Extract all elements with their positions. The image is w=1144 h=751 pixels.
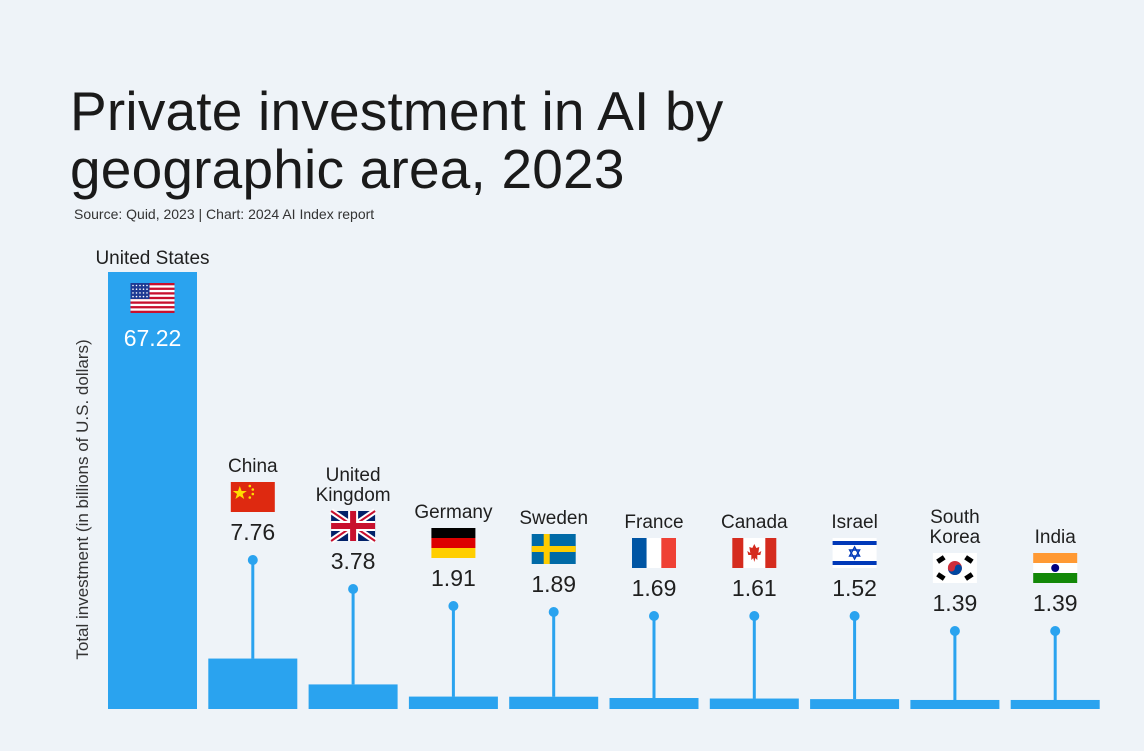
value-label: 3.78 <box>331 548 376 574</box>
sweden-flag-icon <box>531 534 576 564</box>
category-label: China <box>228 456 278 477</box>
south-korea-flag-icon <box>932 553 977 583</box>
value-label: 7.76 <box>230 519 275 545</box>
value-label: 1.39 <box>1033 590 1078 616</box>
title-line-1: Private investment in AI by <box>70 80 724 142</box>
bar <box>810 699 900 709</box>
connector-dot <box>649 611 659 621</box>
bar <box>509 696 599 709</box>
bar <box>1010 699 1100 709</box>
category-label: France <box>624 512 683 533</box>
category-label: Korea <box>930 527 981 548</box>
france-flag-icon <box>632 538 676 568</box>
category-label: Germany <box>414 502 493 523</box>
canada-flag-icon <box>732 538 777 568</box>
israel-flag-icon <box>832 538 877 568</box>
value-label: 1.39 <box>933 590 978 616</box>
title-line-2: geographic area, 2023 <box>70 138 625 200</box>
germany-flag-icon <box>431 528 476 558</box>
y-axis-label: Total investment (in billions of U.S. do… <box>73 339 92 659</box>
category-label: Kingdom <box>316 485 391 506</box>
uk-flag-icon <box>329 508 377 544</box>
connector-dot <box>1050 626 1061 636</box>
value-label: 1.69 <box>632 575 677 601</box>
bar <box>609 698 699 709</box>
chart-title: Private investment in AI by geographic a… <box>70 82 723 198</box>
value-label: 1.61 <box>732 575 777 601</box>
bar <box>108 272 197 709</box>
bar <box>208 658 298 709</box>
india-flag-icon <box>1033 553 1078 583</box>
category-label: South <box>930 507 980 528</box>
connector-dot <box>849 611 860 621</box>
bar <box>910 699 1000 709</box>
value-label: 1.52 <box>832 575 877 601</box>
category-label: Israel <box>831 512 877 533</box>
category-label: Canada <box>721 512 788 533</box>
value-label: 67.22 <box>124 325 182 351</box>
china-flag-icon <box>230 482 275 512</box>
bar <box>308 684 398 709</box>
connector-dot <box>348 584 359 594</box>
us-flag-icon <box>130 283 175 313</box>
category-label: United States <box>95 248 209 269</box>
value-label: 1.91 <box>431 565 476 591</box>
category-label: Sweden <box>519 508 588 529</box>
category-label: India <box>1035 527 1077 548</box>
bar <box>709 698 799 709</box>
category-label: United <box>326 465 381 486</box>
connector-dot <box>749 611 760 621</box>
connector-dot <box>949 626 960 636</box>
chart-source: Source: Quid, 2023 | Chart: 2024 AI Inde… <box>74 206 375 222</box>
connector-dot <box>247 555 258 565</box>
connector-dot <box>448 601 459 611</box>
value-label: 1.89 <box>531 571 576 597</box>
bar <box>408 696 498 709</box>
connector-dot <box>548 607 559 617</box>
